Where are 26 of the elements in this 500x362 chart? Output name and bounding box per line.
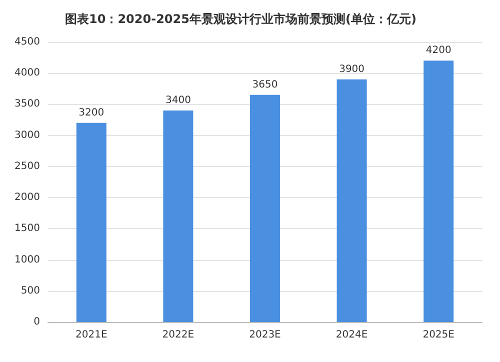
y-tick-label: 0 [34, 316, 40, 328]
y-tick-label: 3000 [14, 130, 40, 141]
chart-title: 图表10：2020-2025年景观设计行业市场前景预测(单位：亿元) [65, 12, 416, 26]
bar [163, 110, 194, 322]
y-tick-label: 4000 [14, 68, 40, 79]
x-tick-label: 2025E [422, 330, 454, 340]
bar [250, 94, 280, 322]
x-tick-label: 2022E [162, 330, 194, 340]
x-tick-label: 2021E [76, 330, 108, 340]
y-tick-label: 2000 [14, 192, 40, 204]
y-tick-label: 500 [20, 285, 40, 296]
y-tick-label: 4500 [14, 36, 40, 48]
bar [424, 60, 454, 322]
y-tick-label: 3500 [14, 98, 40, 110]
data-label: 3900 [339, 64, 365, 75]
x-tick-label: 2024E [336, 330, 368, 340]
data-label: 3400 [165, 94, 191, 106]
x-tick-label: 2023E [249, 330, 281, 340]
data-label: 3200 [78, 107, 104, 118]
bar [76, 122, 106, 322]
bar [336, 79, 367, 322]
y-tick-label: 2500 [14, 160, 40, 172]
data-label: 3650 [252, 79, 278, 90]
y-tick-label: 1000 [14, 254, 40, 266]
y-tick-label: 1500 [14, 223, 40, 234]
data-label: 4200 [426, 45, 452, 56]
